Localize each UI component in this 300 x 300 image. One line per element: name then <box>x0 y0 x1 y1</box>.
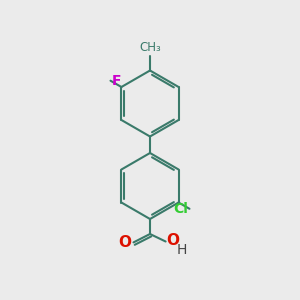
Text: O: O <box>118 235 131 250</box>
Text: O: O <box>167 233 179 248</box>
Text: F: F <box>112 74 122 88</box>
Text: CH₃: CH₃ <box>139 41 161 54</box>
Text: Cl: Cl <box>173 202 188 216</box>
Text: H: H <box>177 243 188 257</box>
